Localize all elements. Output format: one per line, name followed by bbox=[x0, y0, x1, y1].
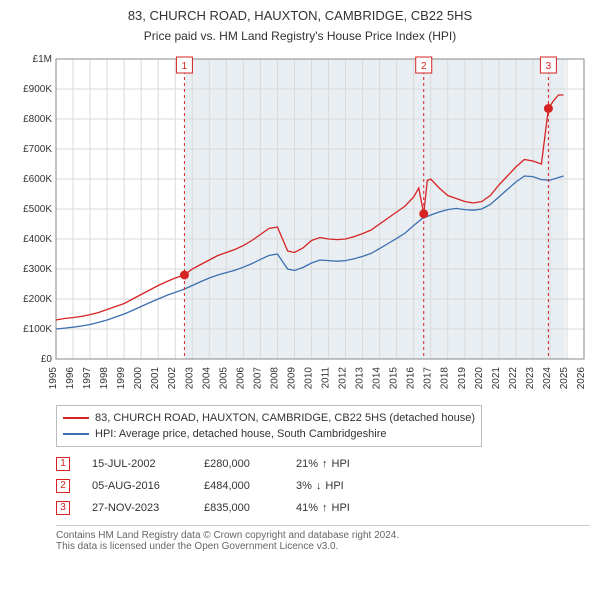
arrow-up-icon bbox=[322, 458, 328, 470]
legend-label: 83, CHURCH ROAD, HAUXTON, CAMBRIDGE, CB2… bbox=[95, 412, 475, 424]
svg-text:2025: 2025 bbox=[559, 366, 570, 389]
svg-text:2006: 2006 bbox=[235, 366, 246, 389]
event-marker-label-2: 2 bbox=[421, 61, 427, 72]
transaction-date: 27-NOV-2023 bbox=[92, 502, 182, 514]
svg-text:2003: 2003 bbox=[184, 366, 195, 389]
transaction-marker: 2 bbox=[56, 479, 70, 493]
svg-text:2015: 2015 bbox=[389, 366, 400, 389]
svg-text:2002: 2002 bbox=[167, 366, 178, 389]
event-marker-label-1: 1 bbox=[182, 61, 188, 72]
svg-text:2019: 2019 bbox=[457, 366, 468, 389]
delta-suffix: HPI bbox=[332, 458, 350, 470]
svg-text:£100K: £100K bbox=[23, 324, 52, 335]
transaction-delta: 41% HPI bbox=[296, 502, 386, 514]
svg-text:2004: 2004 bbox=[201, 366, 212, 389]
svg-text:£1M: £1M bbox=[33, 54, 52, 65]
svg-text:£700K: £700K bbox=[23, 144, 52, 155]
legend-item-hpi: HPI: Average price, detached house, Sout… bbox=[63, 426, 475, 442]
svg-text:£600K: £600K bbox=[23, 174, 52, 185]
svg-text:£800K: £800K bbox=[23, 114, 52, 125]
svg-text:2024: 2024 bbox=[542, 366, 553, 389]
svg-text:1999: 1999 bbox=[116, 366, 127, 389]
footer-line-2: This data is licensed under the Open Gov… bbox=[56, 541, 590, 552]
transaction-price: £280,000 bbox=[204, 458, 274, 470]
svg-text:2009: 2009 bbox=[286, 366, 297, 389]
transaction-marker: 1 bbox=[56, 457, 70, 471]
svg-text:1995: 1995 bbox=[48, 366, 59, 389]
arrow-up-icon bbox=[322, 502, 328, 514]
attribution-footer: Contains HM Land Registry data © Crown c… bbox=[56, 525, 590, 552]
arrow-down-icon bbox=[316, 480, 322, 492]
transaction-row-3: 3 27-NOV-2023 £835,000 41% HPI bbox=[56, 497, 590, 519]
delta-suffix: HPI bbox=[325, 480, 343, 492]
svg-text:£0: £0 bbox=[41, 354, 53, 365]
svg-text:2000: 2000 bbox=[133, 366, 144, 389]
legend-item-property: 83, CHURCH ROAD, HAUXTON, CAMBRIDGE, CB2… bbox=[63, 410, 475, 426]
svg-text:2018: 2018 bbox=[440, 366, 451, 389]
svg-text:2005: 2005 bbox=[218, 366, 229, 389]
transaction-price: £835,000 bbox=[204, 502, 274, 514]
event-marker-label-3: 3 bbox=[546, 61, 552, 72]
svg-text:£900K: £900K bbox=[23, 84, 52, 95]
svg-text:2008: 2008 bbox=[269, 366, 280, 389]
svg-text:£500K: £500K bbox=[23, 204, 52, 215]
event-dot-3 bbox=[544, 104, 553, 113]
legend-swatch bbox=[63, 433, 89, 435]
line-chart: £0 £100K £200K £300K £400K £500K £600K £700K £80… bbox=[10, 49, 590, 399]
svg-text:2022: 2022 bbox=[508, 366, 519, 389]
svg-text:2017: 2017 bbox=[423, 366, 434, 389]
transaction-list: 1 15-JUL-2002 £280,000 21% HPI 2 05-AUG-2016 £4… bbox=[56, 453, 590, 519]
event-dot-2 bbox=[419, 209, 428, 218]
svg-text:2001: 2001 bbox=[150, 366, 161, 389]
chart-area: £0 £100K £200K £300K £400K £500K £600K £700K £80… bbox=[10, 49, 590, 399]
event-dot-1 bbox=[180, 270, 189, 279]
transaction-delta: 21% HPI bbox=[296, 458, 386, 470]
transaction-delta: 3% HPI bbox=[296, 480, 386, 492]
chart-subtitle: Price paid vs. HM Land Registry's House … bbox=[10, 29, 590, 43]
svg-text:2012: 2012 bbox=[338, 366, 349, 389]
transaction-price: £484,000 bbox=[204, 480, 274, 492]
svg-text:2007: 2007 bbox=[252, 366, 263, 389]
svg-text:2021: 2021 bbox=[491, 366, 502, 389]
legend-label: HPI: Average price, detached house, Sout… bbox=[95, 428, 386, 440]
svg-text:2013: 2013 bbox=[355, 366, 366, 389]
transaction-marker: 3 bbox=[56, 501, 70, 515]
svg-text:2026: 2026 bbox=[576, 366, 587, 389]
svg-text:£300K: £300K bbox=[23, 264, 52, 275]
svg-text:1997: 1997 bbox=[82, 366, 93, 389]
svg-text:2010: 2010 bbox=[303, 366, 314, 389]
chart-title: 83, CHURCH ROAD, HAUXTON, CAMBRIDGE, CB2… bbox=[10, 8, 590, 25]
transaction-date: 05-AUG-2016 bbox=[92, 480, 182, 492]
svg-text:2023: 2023 bbox=[525, 366, 536, 389]
legend: 83, CHURCH ROAD, HAUXTON, CAMBRIDGE, CB2… bbox=[56, 405, 482, 447]
delta-pct: 21% bbox=[296, 458, 318, 470]
svg-text:£200K: £200K bbox=[23, 294, 52, 305]
svg-text:2014: 2014 bbox=[372, 366, 383, 389]
svg-text:1996: 1996 bbox=[65, 366, 76, 389]
transaction-date: 15-JUL-2002 bbox=[92, 458, 182, 470]
svg-text:2020: 2020 bbox=[474, 366, 485, 389]
delta-suffix: HPI bbox=[332, 502, 350, 514]
transaction-row-1: 1 15-JUL-2002 £280,000 21% HPI bbox=[56, 453, 590, 475]
legend-swatch bbox=[63, 417, 89, 419]
delta-pct: 41% bbox=[296, 502, 318, 514]
svg-text:2016: 2016 bbox=[406, 366, 417, 389]
svg-text:£400K: £400K bbox=[23, 234, 52, 245]
transaction-row-2: 2 05-AUG-2016 £484,000 3% HPI bbox=[56, 475, 590, 497]
footer-line-1: Contains HM Land Registry data © Crown c… bbox=[56, 530, 590, 541]
svg-text:1998: 1998 bbox=[99, 366, 110, 389]
delta-pct: 3% bbox=[296, 480, 312, 492]
svg-text:2011: 2011 bbox=[321, 366, 332, 388]
